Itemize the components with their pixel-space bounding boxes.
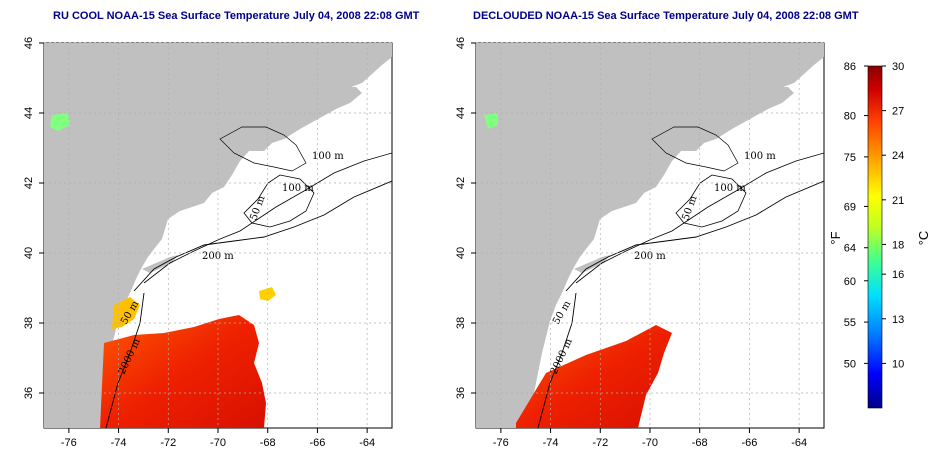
nova-scotia-land [264,87,362,143]
map-content [44,43,392,428]
x-tick-label-left: -70 [210,437,226,449]
isobath-2000m [537,292,577,428]
fahrenheit-tick-label: 60 [844,276,856,288]
x-tick-label-right: -64 [791,437,807,449]
y-tick-label-left: 46 [23,37,35,49]
left-map-panel: 100 m 100 m 50 m 200 m 50 m 2000 m [43,42,393,429]
gulf-of-maine-basin [219,126,307,172]
land-mass [476,43,824,428]
contour-label-100m-b: 100 m [714,183,746,194]
y-tick-label-right: 36 [455,387,467,399]
cool-sst-gulf-of-maine [484,113,498,129]
isobath-100m [143,152,392,284]
y-tick-label-left: 36 [23,387,35,399]
colorbar-gradient [867,65,883,409]
celsius-tick-label: 30 [892,61,904,73]
warm-sst-patch [516,325,672,428]
isobath-2000m [105,292,145,428]
long-island [142,255,178,273]
fahrenheit-unit: °F [828,231,843,244]
isobath-100m [575,152,824,284]
contour-label-100m-b: 100 m [282,183,314,194]
celsius-tick-label: 16 [892,269,904,281]
y-tick-label-right: 46 [455,37,467,49]
y-tick-label-right: 44 [455,107,467,119]
y-tick-label-left: 38 [23,317,35,329]
newfoundland-land [364,43,392,63]
warm-sst-patch [100,315,266,428]
y-tick-label-right: 42 [455,177,467,189]
celsius-tick-label: 27 [892,106,904,118]
y-tick-label-left: 44 [23,107,35,119]
y-tick-label-right: 38 [455,317,467,329]
isobath-50m [243,174,315,228]
map-axes: -76 -74 -72 -70 -68 -66 -64 36 38 40 42 44 46 -76 -74 -… [23,37,824,449]
x-tick-label-right: -70 [642,437,658,449]
fahrenheit-tick-label: 75 [844,152,856,164]
y-tick-label-left: 40 [23,247,35,259]
colorbar: °F °C 30 27 24 21 18 16 13 10 86 80 75 69 64 60 55 50 [828,61,931,409]
left-map-title: RU COOL NOAA-15 Sea Surface Temperature … [53,10,420,22]
fahrenheit-tick-label: 50 [844,358,856,370]
x-tick-label-left: -64 [359,437,375,449]
celsius-tick-label: 10 [892,358,904,370]
x-tick-label-left: -76 [61,437,77,449]
contour-label-200m: 200 m [634,251,666,262]
isobath-200m [133,180,392,292]
gulf-of-maine-basin [651,126,739,172]
fahrenheit-tick-label: 80 [844,111,856,123]
isobath-200m [565,180,824,292]
x-tick-label-left: -74 [111,437,127,449]
long-island [574,255,610,273]
x-tick-label-right: -74 [543,437,559,449]
x-tick-label-left: -66 [309,437,325,449]
land-mass [44,43,392,428]
y-tick-label-right: 40 [455,247,467,259]
celsius-tick-label: 21 [892,195,904,207]
contour-label-200m: 200 m [202,251,234,262]
x-tick-label-right: -72 [592,437,608,449]
celsius-tick-label: 18 [892,239,904,251]
contour-label-100m-a: 100 m [312,151,344,162]
x-tick-label-right: -68 [692,437,708,449]
x-tick-label-right: -66 [741,437,757,449]
fahrenheit-tick-label: 86 [844,61,856,73]
fahrenheit-tick-label: 69 [844,201,856,213]
celsius-unit: °C [916,231,931,246]
cool-sst-coastal [112,297,140,329]
x-tick-label-left: -72 [160,437,176,449]
contour-label-100m-a: 100 m [744,151,776,162]
y-tick-label-left: 42 [23,177,35,189]
nova-scotia-land [696,87,794,143]
isobath-50m [675,174,747,228]
x-tick-label-left: -68 [260,437,276,449]
cool-sst-gulf-of-maine [50,113,70,131]
right-map-title: DECLOUDED NOAA-15 Sea Surface Temperatur… [473,10,859,22]
newfoundland-land [796,43,824,63]
x-tick-label-right: -76 [493,437,509,449]
celsius-tick-label: 24 [892,150,904,162]
fahrenheit-tick-label: 55 [844,317,856,329]
fahrenheit-tick-label: 64 [844,243,856,255]
celsius-tick-label: 13 [892,314,904,326]
right-map-panel: 100 m 100 m 50 m 200 m 50 m 2000 m [475,42,825,429]
map-content [476,43,824,428]
